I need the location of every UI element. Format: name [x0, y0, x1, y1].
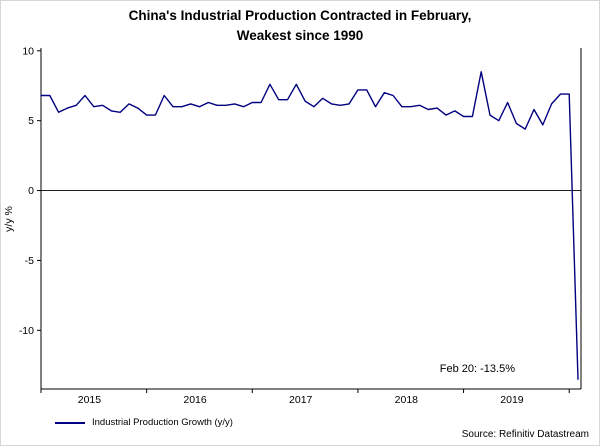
y-tick-label: 10 [22, 45, 34, 57]
y-tick-label: -10 [19, 325, 34, 337]
legend-label: Industrial Production Growth (y/y) [92, 417, 233, 428]
annotation-feb20: Feb 20: -13.5% [439, 363, 515, 375]
y-tick-label: 5 [28, 115, 34, 127]
legend-line-sample [55, 421, 85, 424]
x-tick-label: 2015 [78, 394, 102, 406]
chart-title-line1: China's Industrial Production Contracted… [128, 8, 472, 23]
x-tick-label: 2018 [395, 394, 419, 406]
legend: Industrial Production Growth (y/y) [55, 417, 233, 428]
x-tick-label: 2017 [289, 394, 313, 406]
series-line [40, 71, 579, 380]
chart-title-line2: Weakest since 1990 [236, 28, 364, 43]
y-tick-label: 0 [28, 185, 34, 197]
chart-title: China's Industrial Production Contracted… [1, 6, 599, 46]
source-credit: Source: Refinitiv Datastream [461, 429, 589, 440]
x-tick-label: 2016 [183, 394, 207, 406]
x-tick-label: 2019 [500, 394, 524, 406]
y-axis-label: y/y % [3, 206, 15, 232]
y-tick-label: -5 [25, 255, 34, 267]
